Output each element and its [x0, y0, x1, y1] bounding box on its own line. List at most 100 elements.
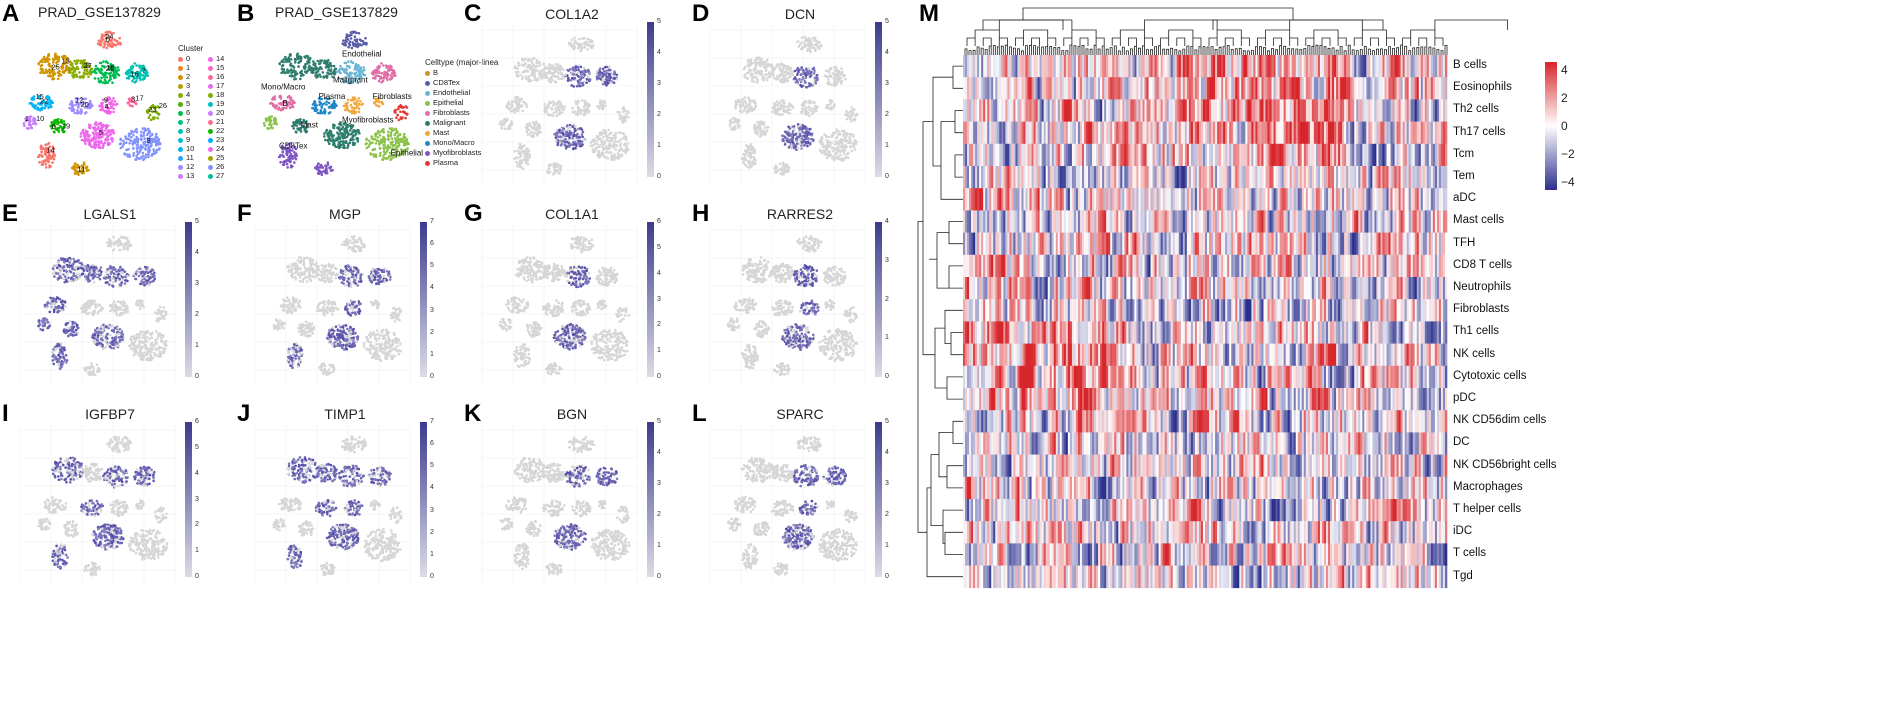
cluster-plot-label: 5 — [99, 128, 103, 137]
umap-point — [339, 64, 342, 68]
umap-point — [104, 126, 108, 130]
umap-point — [88, 100, 92, 104]
legend-label: Epithelial — [433, 98, 463, 107]
umap-point — [293, 61, 297, 64]
umap-point — [520, 146, 523, 149]
legend-item-cluster: 24 — [208, 144, 224, 153]
umap-point — [346, 144, 350, 147]
umap-point — [785, 77, 789, 81]
umap-point — [752, 150, 755, 153]
cluster-plot-label: 26 — [159, 101, 167, 110]
umap-point — [832, 104, 836, 108]
umap-point — [575, 144, 578, 147]
legend-label: 2 — [186, 72, 190, 81]
umap-point — [847, 156, 850, 160]
umap-point — [382, 146, 385, 149]
umap-point — [356, 69, 359, 72]
umap-point — [83, 106, 87, 109]
umap-point — [403, 148, 407, 152]
umap-point — [90, 145, 93, 148]
umap-point — [155, 132, 158, 136]
umap-point — [778, 65, 781, 69]
umap-point — [141, 127, 145, 130]
umap-point — [126, 155, 130, 158]
umap-point — [836, 71, 839, 74]
umap-point — [759, 69, 763, 73]
legend-item-cluster: 6 — [178, 108, 190, 117]
umap-point — [389, 64, 392, 68]
umap-point — [516, 109, 520, 113]
umap-cluster — [68, 97, 94, 115]
umap-point — [546, 106, 550, 109]
umap-point — [784, 163, 788, 166]
umap-point — [797, 45, 801, 48]
umap-point — [312, 107, 316, 110]
umap-point — [351, 131, 354, 134]
umap-point — [333, 104, 336, 108]
cluster-plot-label: 13 — [62, 57, 70, 66]
umap-point — [748, 110, 752, 113]
umap-point — [513, 150, 517, 153]
umap-point — [354, 130, 358, 133]
umap-point — [565, 140, 569, 144]
umap-point — [838, 132, 842, 135]
umap-point — [151, 110, 154, 114]
umap-point — [284, 55, 287, 59]
umap-point — [743, 108, 746, 111]
cluster-plot-label: 23 — [148, 105, 156, 114]
umap-point — [607, 75, 611, 79]
umap-point — [522, 100, 525, 104]
umap-point — [812, 82, 816, 86]
umap-point — [357, 107, 361, 110]
colorbar-tick: 0 — [885, 173, 889, 180]
umap-point — [567, 141, 571, 145]
umap-point — [552, 68, 555, 71]
umap-point — [303, 55, 306, 59]
umap-point — [820, 44, 823, 48]
umap-point — [566, 79, 570, 82]
umap-point — [344, 123, 347, 126]
umap-point — [131, 79, 134, 83]
umap-point — [824, 69, 828, 73]
umap-point — [374, 132, 378, 135]
umap-point — [285, 162, 289, 166]
umap-cluster — [313, 161, 334, 176]
legend-label: 7 — [186, 117, 190, 126]
umap-point — [520, 57, 524, 61]
umap-point — [623, 135, 626, 139]
umap-point — [786, 79, 790, 83]
umap-point — [88, 126, 91, 129]
umap-point — [48, 164, 51, 167]
umap-point — [289, 58, 293, 61]
panel-label-d: D — [692, 0, 709, 28]
umap-point — [54, 121, 57, 124]
umap-point — [571, 70, 575, 74]
umap-point — [377, 97, 381, 100]
legend-label: 3 — [186, 81, 190, 90]
umap-cluster — [728, 116, 741, 132]
umap-point — [48, 145, 51, 149]
umap-point — [602, 136, 605, 139]
umap-point — [571, 125, 575, 128]
umap-point — [382, 154, 385, 157]
celltype-plot-label: Epithelial — [391, 148, 423, 157]
umap-point — [806, 47, 810, 51]
umap-point — [353, 38, 357, 42]
umap-point — [376, 100, 380, 103]
umap-point — [766, 76, 770, 79]
umap-point — [383, 140, 386, 144]
umap-point — [303, 70, 307, 73]
umap-point — [337, 133, 340, 136]
umap-point — [756, 130, 760, 133]
umap-point — [313, 104, 317, 107]
umap-point — [46, 56, 49, 59]
umap-point — [386, 78, 389, 82]
umap-point — [404, 105, 408, 108]
umap-point — [526, 58, 530, 61]
umap-point — [312, 63, 316, 67]
umap-point — [388, 127, 392, 130]
umap-point — [757, 125, 760, 128]
umap-point — [749, 145, 752, 148]
umap-point — [803, 35, 807, 39]
umap-point — [53, 53, 57, 57]
